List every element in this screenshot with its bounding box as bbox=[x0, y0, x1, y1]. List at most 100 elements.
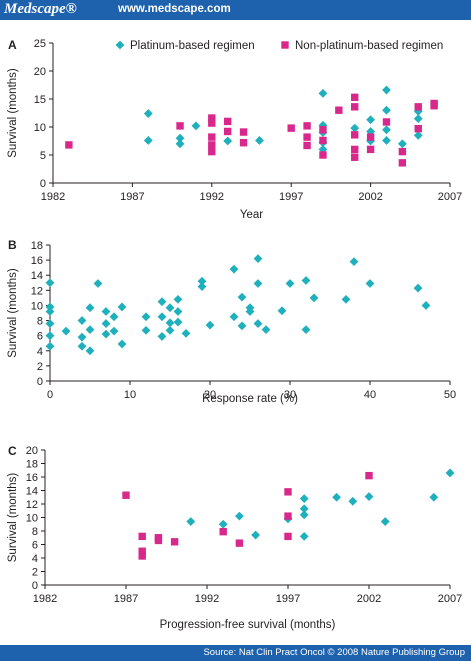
panel-a-point-square bbox=[351, 153, 359, 161]
panel-c-point-diamond bbox=[299, 504, 309, 514]
panel-b-point-diamond bbox=[253, 279, 263, 288]
panel-a-point-square bbox=[208, 133, 216, 141]
panel-a-point-diamond bbox=[413, 114, 423, 123]
panel-b-point-diamond bbox=[157, 297, 167, 307]
panel-b-point-diamond bbox=[117, 339, 127, 349]
panel-b-point-diamond bbox=[165, 303, 175, 313]
panel-a-legend-label: Platinum-based regimen bbox=[130, 40, 255, 52]
panel-b-y-tick-label: 12 bbox=[31, 285, 43, 297]
panel-b-point-diamond bbox=[181, 329, 191, 338]
panel-c-point-diamond bbox=[186, 517, 196, 526]
panel-a-point-square bbox=[208, 119, 216, 127]
panel-a-y-tick-label: 15 bbox=[34, 94, 46, 106]
panel-a-y-axis-label: Survival (months) bbox=[7, 68, 19, 158]
panel-c-x-tick-label: 2007 bbox=[438, 593, 462, 605]
panel-b-point-diamond bbox=[365, 279, 375, 288]
panel-b-point-diamond bbox=[237, 292, 247, 302]
panel-a-point-diamond bbox=[382, 125, 391, 135]
panel-b-y-tick-label: 8 bbox=[37, 316, 43, 328]
panel-b-label: B bbox=[8, 238, 17, 252]
panel-a-point-square bbox=[65, 141, 73, 149]
panel-b-point-diamond bbox=[253, 254, 263, 263]
panel-b-point-diamond bbox=[413, 283, 423, 293]
panel-a-point-square bbox=[303, 122, 311, 130]
panel-c-x-axis-label: Progression-free survival (months) bbox=[160, 619, 336, 631]
panel-a-point-diamond bbox=[382, 105, 391, 115]
panel-b-point-diamond bbox=[157, 332, 167, 341]
panel-b-x-tick-label: 40 bbox=[364, 389, 376, 401]
footer-bar: Source: Nat Clin Pract Oncol © 2008 Natu… bbox=[0, 645, 471, 661]
panel-b-y-tick-label: 0 bbox=[37, 376, 43, 388]
panel-c-point-diamond bbox=[429, 492, 439, 502]
panel-b-point-diamond bbox=[45, 302, 55, 312]
panel-a-point-diamond bbox=[350, 123, 360, 133]
panel-b-point-diamond bbox=[45, 319, 55, 328]
panel-a-point-square bbox=[239, 138, 248, 147]
panel-a-point-diamond bbox=[397, 139, 407, 149]
panel-b-point-diamond bbox=[165, 318, 175, 328]
panel-a-point-square bbox=[398, 159, 407, 167]
panel-a-point-diamond bbox=[366, 115, 375, 125]
panel-b-point-diamond bbox=[349, 257, 359, 267]
panel-a-point-square bbox=[414, 103, 422, 111]
panel-a-point-square bbox=[414, 124, 422, 133]
panel-a-label: A bbox=[8, 38, 17, 52]
panel-c-point-square bbox=[122, 491, 130, 499]
panel-c-point-square bbox=[138, 552, 146, 560]
panel-b-point-diamond bbox=[173, 307, 183, 316]
panel-c-y-tick-label: 4 bbox=[32, 553, 38, 565]
panel-c-y-tick-label: 0 bbox=[32, 580, 38, 592]
panel-b-point-diamond bbox=[341, 295, 351, 304]
panel-a-point-square bbox=[303, 141, 311, 150]
panel-b-point-diamond bbox=[229, 312, 239, 322]
panel-a-point-square bbox=[351, 145, 359, 154]
panel-b-point-diamond bbox=[197, 276, 207, 286]
panel-b-x-tick-label: 0 bbox=[47, 389, 53, 401]
panel-b-point-diamond bbox=[141, 325, 151, 335]
site-url: www.medscape.com bbox=[118, 3, 231, 15]
panel-c-x-tick-label: 1997 bbox=[276, 593, 300, 605]
panel-c-y-tick-label: 16 bbox=[26, 472, 38, 484]
panel-b-point-diamond bbox=[301, 325, 311, 335]
panel-a-point-square bbox=[366, 133, 375, 141]
panel-a-point-diamond bbox=[255, 136, 264, 145]
panel-a-point-diamond bbox=[223, 136, 233, 146]
panel-a-point-diamond bbox=[175, 133, 185, 143]
panel-c-point-diamond bbox=[380, 517, 390, 526]
panel-a-point-square bbox=[351, 131, 359, 139]
panel-c-point-diamond bbox=[364, 492, 374, 501]
panel-b-point-diamond bbox=[173, 317, 183, 327]
panel-a-x-tick-label: 1982 bbox=[41, 191, 65, 203]
panel-c-y-tick-label: 12 bbox=[26, 499, 38, 511]
panel-c-x-tick-label: 1982 bbox=[33, 593, 57, 605]
panel-c-y-tick-label: 6 bbox=[32, 540, 38, 552]
panel-a-x-tick-label: 1992 bbox=[200, 191, 224, 203]
panel-c-point-square bbox=[284, 512, 292, 520]
panel-c-point-diamond bbox=[299, 494, 309, 503]
panel-b-x-tick-label: 10 bbox=[124, 389, 136, 401]
panel-a-point-square bbox=[208, 147, 216, 156]
panel-c-point-square bbox=[138, 547, 146, 555]
panel-a-y-tick-label: 0 bbox=[40, 178, 46, 190]
panel-a-point-square bbox=[319, 151, 327, 159]
panel-b-point-diamond bbox=[173, 295, 183, 304]
panel-c-y-tick-label: 10 bbox=[26, 513, 38, 525]
panel-c-point-diamond bbox=[299, 510, 309, 520]
panel-c-point-square bbox=[284, 488, 292, 496]
panel-c-point-square bbox=[138, 532, 146, 541]
panel-c-point-square bbox=[365, 471, 373, 480]
panel-c-point-diamond bbox=[332, 492, 341, 502]
panel-a-point-square bbox=[351, 93, 359, 102]
panel-a-x-tick-label: 2007 bbox=[438, 191, 462, 203]
panel-a-point-square bbox=[430, 102, 438, 110]
panel-c-point-square bbox=[219, 527, 227, 536]
panel-a-point-square bbox=[223, 117, 232, 126]
panel-b-point-diamond bbox=[101, 329, 111, 339]
panel-b-point-diamond bbox=[45, 307, 55, 316]
panel-c-point-diamond bbox=[218, 519, 228, 529]
panel-b-point-diamond bbox=[205, 320, 215, 330]
panel-a-point-diamond bbox=[413, 131, 423, 140]
panel-b-point-diamond bbox=[285, 279, 295, 288]
panel-a-legend-marker-diamond bbox=[115, 40, 125, 50]
panel-c-x-tick-label: 2002 bbox=[357, 593, 381, 605]
